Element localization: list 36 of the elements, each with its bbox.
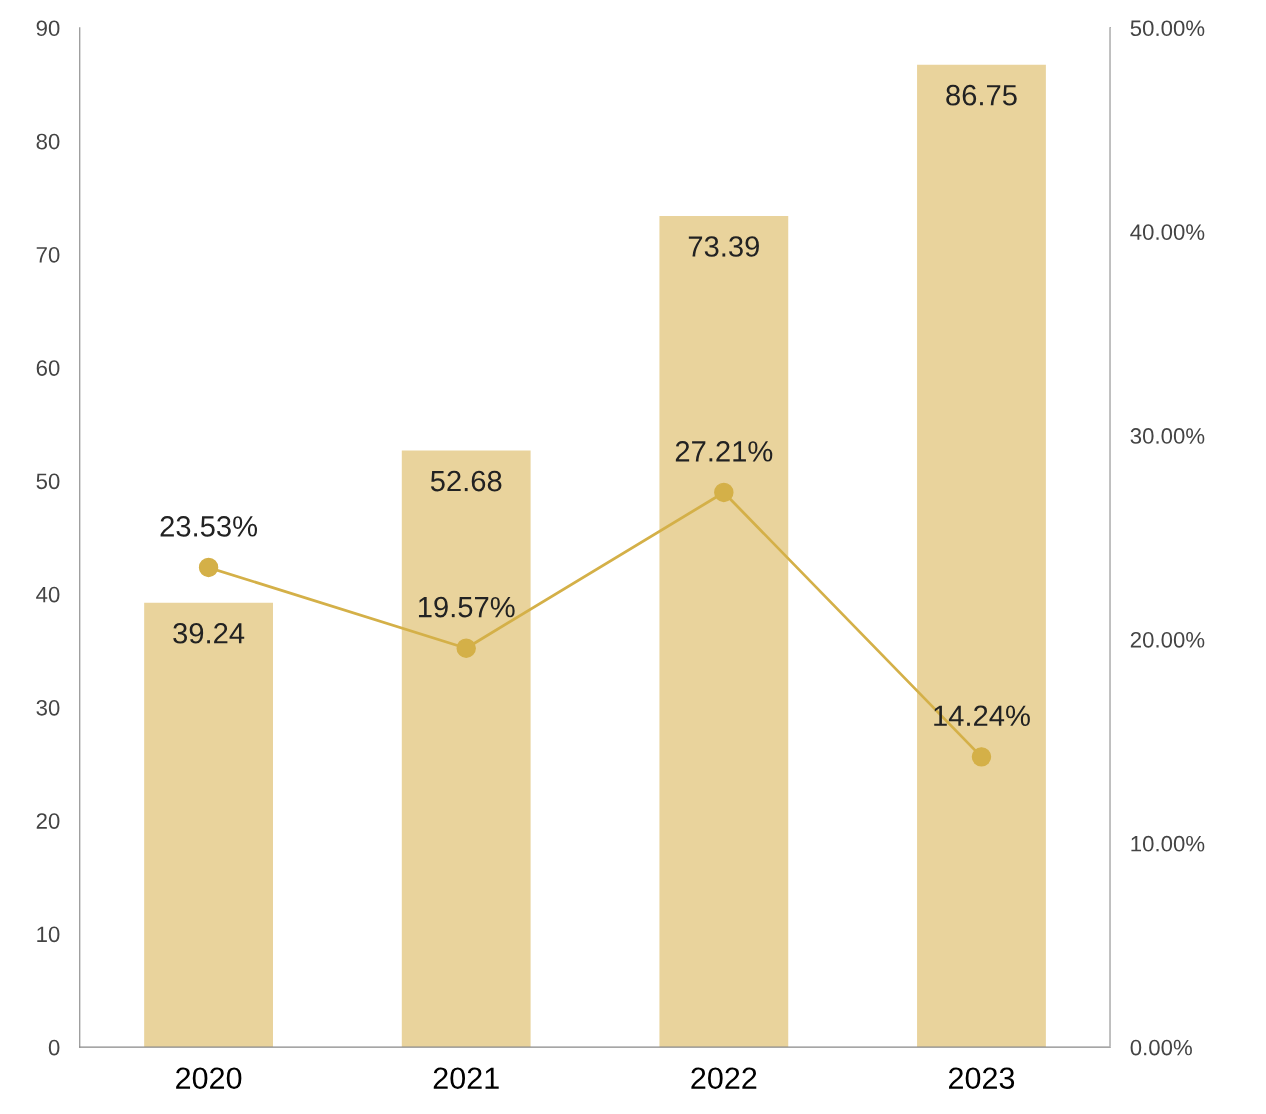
y-tick-label: 90: [36, 20, 60, 37]
x-tick-label: 2023: [949, 1067, 1015, 1090]
x-tick-label: 2021: [433, 1067, 499, 1090]
x-tick-label: 2022: [691, 1067, 757, 1090]
y-tick-label: 50: [36, 473, 60, 490]
bar: [659, 215, 789, 1048]
data-label: 39.24: [173, 622, 245, 644]
point: [198, 557, 219, 578]
bar: [917, 64, 1046, 1048]
y2-tick-label: 20.00%: [1130, 631, 1205, 648]
y2-tick-label: 30.00%: [1130, 428, 1205, 444]
bar: [401, 450, 531, 1048]
y2-tick-label: 50.00%: [1130, 20, 1205, 37]
point: [971, 747, 992, 767]
data-label: 19.57%: [418, 596, 515, 618]
y-tick-label: 10: [37, 926, 60, 943]
y-tick-label: 30: [36, 699, 60, 716]
y2-tick-label: 10.00%: [1131, 835, 1205, 852]
y-tick-label: 80: [36, 133, 60, 150]
point: [456, 638, 476, 658]
data-label: 23.53%: [160, 516, 257, 537]
bar: [144, 602, 273, 1048]
x-tick-label: 2020: [176, 1067, 242, 1090]
data-label: 86.75: [946, 84, 1017, 106]
y-tick-label: 60: [36, 360, 60, 376]
point: [714, 482, 734, 503]
y-tick-label: 40: [36, 586, 60, 603]
y2-tick-label: 40.00%: [1130, 224, 1205, 240]
y-tick-label: 70: [36, 246, 60, 263]
y-tick-label: 20: [36, 813, 60, 829]
y2-tick-label: 0.00%: [1130, 1039, 1192, 1056]
data-label: 27.21%: [675, 441, 773, 462]
data-label: 73.39: [688, 236, 759, 257]
data-label: 14.24%: [934, 705, 1030, 726]
y-tick-label: 0: [48, 1039, 60, 1056]
data-label: 52.68: [430, 470, 502, 492]
